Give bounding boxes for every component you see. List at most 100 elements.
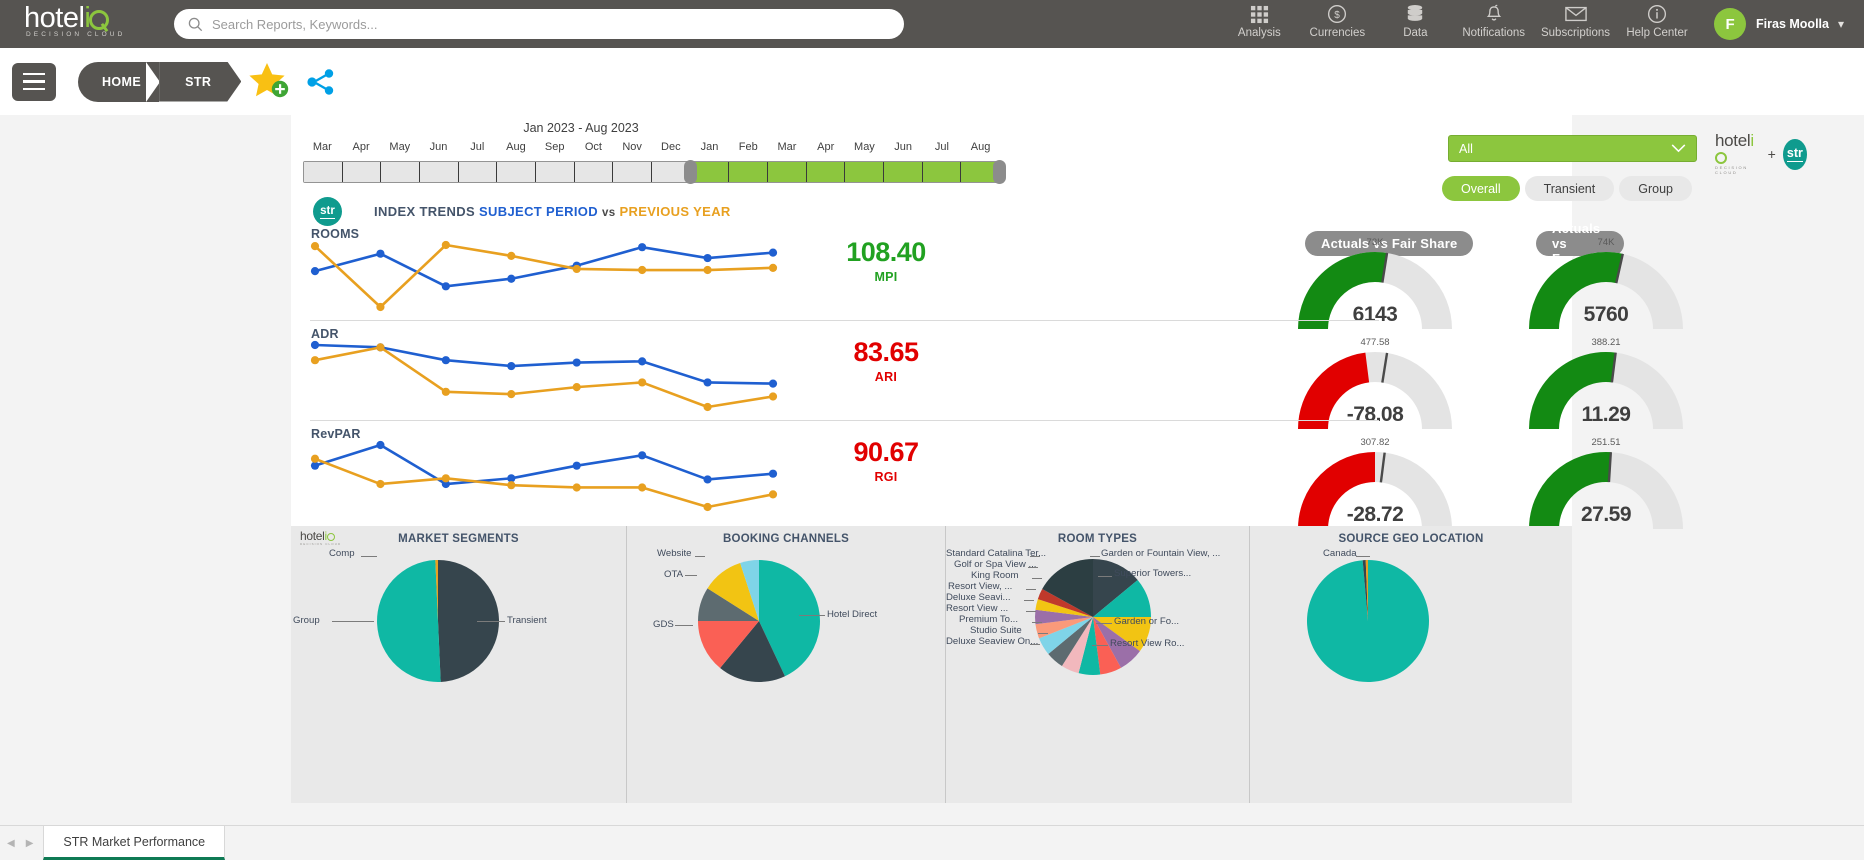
timeline-cell-15[interactable]	[884, 162, 923, 182]
data-point[interactable]	[441, 282, 450, 291]
pie-slice[interactable]	[1035, 609, 1093, 625]
pie-slice[interactable]	[1093, 580, 1151, 617]
data-point[interactable]	[310, 340, 320, 350]
data-point[interactable]	[638, 378, 647, 387]
breadcrumb-item-home[interactable]: HOME	[78, 61, 161, 102]
data-point[interactable]	[768, 379, 778, 388]
segment-tab-group[interactable]: Group	[1619, 176, 1692, 201]
search-input[interactable]	[212, 16, 890, 32]
trend-chart-adr[interactable]	[309, 339, 779, 417]
timeline-cell-0[interactable]	[304, 162, 343, 182]
data-point[interactable]	[572, 358, 581, 367]
gauge-rgi-forecast[interactable]: 251.51 27.59	[1526, 437, 1686, 533]
data-point[interactable]	[507, 481, 516, 490]
data-point[interactable]	[703, 475, 712, 484]
timeline-handle-right[interactable]	[993, 160, 1006, 184]
data-point[interactable]	[376, 302, 385, 312]
pie-slice[interactable]	[1365, 560, 1368, 621]
timeline-cell-3[interactable]	[420, 162, 459, 182]
trend-chart-revpar[interactable]	[309, 439, 779, 517]
data-point[interactable]	[703, 502, 712, 512]
data-point[interactable]	[507, 361, 516, 371]
data-point[interactable]	[768, 490, 778, 499]
gauge-rgi-fair-share[interactable]: 307.82 -28.72	[1295, 437, 1455, 533]
data-point[interactable]	[572, 264, 581, 274]
pie-slice[interactable]	[1093, 617, 1151, 652]
pie-slice[interactable]	[1035, 617, 1093, 639]
star-add-icon[interactable]	[247, 61, 291, 103]
chevron-down-icon[interactable]: ▾	[1837, 17, 1844, 31]
data-point[interactable]	[310, 267, 320, 276]
data-point[interactable]	[638, 243, 647, 252]
data-point[interactable]	[507, 274, 516, 283]
pie-slice[interactable]	[1037, 589, 1093, 617]
data-point[interactable]	[310, 454, 320, 463]
data-point[interactable]	[703, 402, 712, 412]
data-point[interactable]	[638, 483, 647, 492]
gauge-mpi-forecast[interactable]: 74K 5760	[1526, 237, 1686, 333]
nav-item-help-center[interactable]: Help Center	[1618, 3, 1696, 39]
timeline-handle-left[interactable]	[684, 160, 698, 184]
timeline-cell-16[interactable]	[922, 162, 962, 182]
data-point[interactable]	[310, 241, 320, 251]
triangle-right-icon[interactable]: ▶	[25, 837, 34, 849]
data-point[interactable]	[441, 387, 450, 396]
pie-slice[interactable]	[1035, 599, 1093, 617]
breadcrumb-item-str[interactable]: STR	[159, 62, 241, 102]
data-point[interactable]	[310, 461, 320, 470]
segment-tab-transient[interactable]: Transient	[1524, 176, 1615, 201]
data-point[interactable]	[768, 469, 778, 478]
pie-slice[interactable]	[759, 560, 820, 677]
pie-slice[interactable]	[1039, 617, 1093, 654]
timeline-cell-8[interactable]	[613, 162, 653, 182]
timeline-cell-11[interactable]	[729, 162, 769, 182]
search-bar[interactable]	[174, 9, 904, 39]
timeline-cell-4[interactable]	[458, 162, 498, 182]
data-point[interactable]	[441, 474, 450, 483]
data-point[interactable]	[507, 390, 516, 399]
user-menu[interactable]: F Firas Moolla ▾	[1696, 8, 1864, 40]
data-point[interactable]	[703, 265, 712, 275]
data-point[interactable]	[703, 253, 712, 263]
hamburger-icon[interactable]	[12, 62, 56, 101]
data-point[interactable]	[507, 474, 516, 483]
nav-item-analysis[interactable]: Analysis	[1220, 3, 1298, 39]
timeline-cell-5[interactable]	[497, 162, 537, 182]
timeline-cell-12[interactable]	[768, 162, 807, 182]
data-point[interactable]	[441, 240, 450, 250]
pie-slice[interactable]	[1061, 617, 1093, 674]
gauge-mpi-fair-share[interactable]: 73K 6143	[1295, 237, 1455, 333]
pie-slice[interactable]	[1362, 560, 1368, 621]
pie-slice[interactable]	[377, 560, 441, 682]
data-point[interactable]	[507, 251, 516, 260]
nav-item-notifications[interactable]: Notifications	[1454, 3, 1533, 39]
horizontal-scroll-area[interactable]	[0, 818, 1864, 825]
segment-tab-overall[interactable]: Overall	[1442, 176, 1520, 201]
gauge-ari-forecast[interactable]: 388.21 11.29	[1526, 337, 1686, 433]
gauge-ari-fair-share[interactable]: 477.58 -78.08	[1295, 337, 1455, 433]
data-point[interactable]	[638, 357, 647, 366]
data-point[interactable]	[572, 461, 581, 470]
timeline-cell-1[interactable]	[342, 162, 382, 182]
timeline-cell-14[interactable]	[845, 162, 885, 182]
timeline-cell-10[interactable]	[690, 162, 730, 182]
share-icon[interactable]	[303, 65, 337, 99]
data-point[interactable]	[703, 378, 712, 387]
pie-slice[interactable]	[698, 621, 759, 669]
data-point[interactable]	[768, 392, 778, 401]
timeline-cell-13[interactable]	[806, 162, 846, 182]
pie-slice[interactable]	[1093, 559, 1138, 617]
data-point[interactable]	[441, 356, 450, 365]
timeline-slider[interactable]	[303, 161, 1000, 183]
data-point[interactable]	[572, 383, 581, 392]
data-point[interactable]	[572, 483, 581, 492]
pie-slice[interactable]	[1048, 617, 1093, 666]
nav-item-data[interactable]: Data	[1376, 3, 1454, 39]
pie-slice[interactable]	[698, 588, 759, 621]
triangle-left-icon[interactable]: ◀	[7, 837, 15, 849]
data-point[interactable]	[768, 263, 778, 272]
pie-slice[interactable]	[740, 560, 759, 621]
timeline-cell-2[interactable]	[381, 162, 421, 182]
data-point[interactable]	[638, 265, 647, 275]
data-point[interactable]	[310, 356, 320, 365]
